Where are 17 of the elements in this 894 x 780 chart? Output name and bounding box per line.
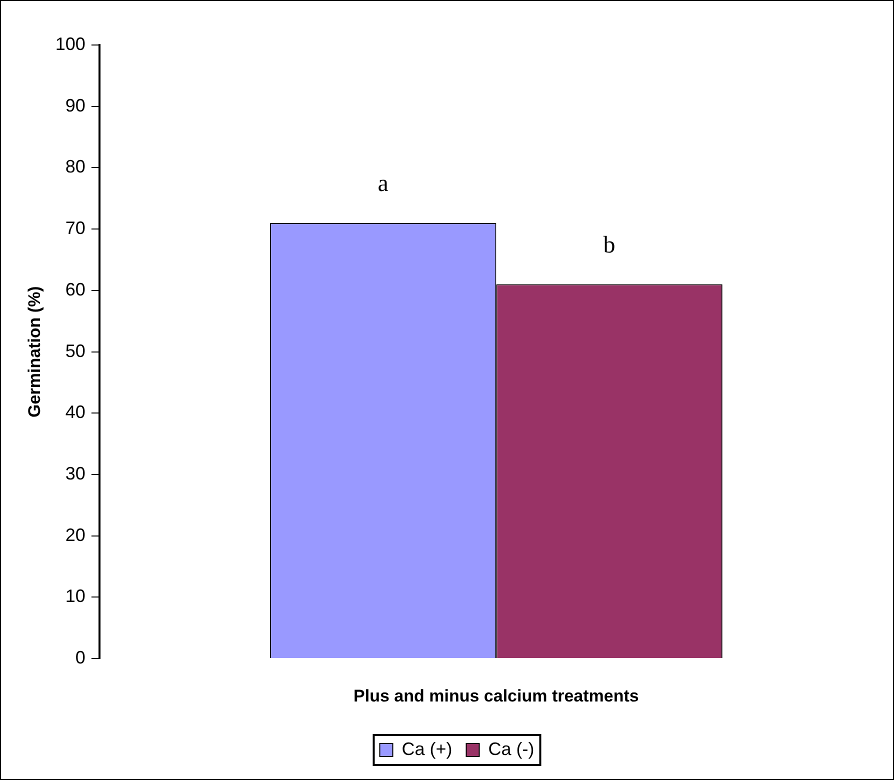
y-tick-label: 60 (65, 279, 86, 300)
y-tick-label: 20 (65, 524, 86, 545)
y-tick-label: 10 (65, 586, 86, 606)
y-tick-label: 40 (65, 402, 86, 422)
y-tick-label: 70 (65, 218, 86, 238)
y-tick-label: 30 (65, 463, 86, 484)
legend-label: Ca (-) (488, 738, 534, 759)
y-axis-title: Germination (%) (24, 286, 44, 418)
annotation: b (603, 232, 616, 259)
y-tick-label: 50 (65, 340, 86, 361)
y-tick-label: 100 (55, 34, 86, 54)
y-tick-label: 80 (65, 156, 86, 177)
y-tick-label: 90 (65, 95, 86, 116)
legend-label: Ca (+) (402, 738, 452, 759)
annotation: a (378, 171, 389, 198)
x-axis-title: Plus and minus calcium treatments (354, 686, 639, 706)
y-tick-label: 0 (75, 648, 86, 668)
